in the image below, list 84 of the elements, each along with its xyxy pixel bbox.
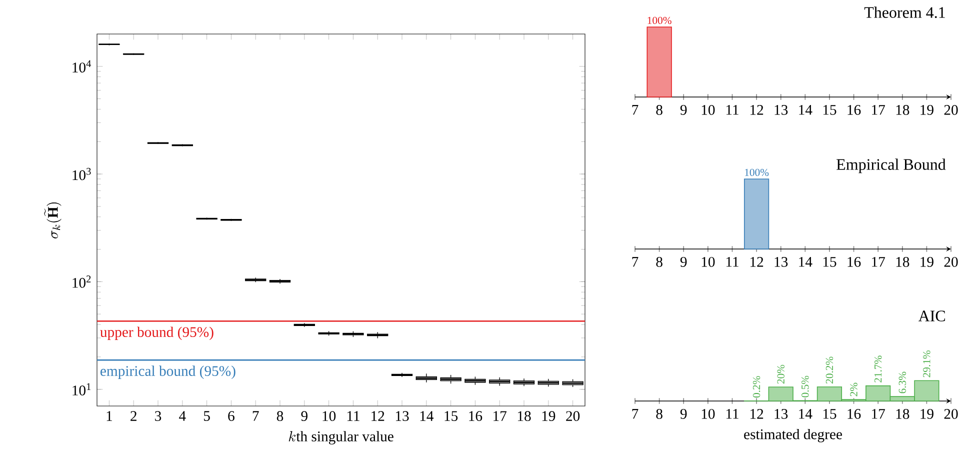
chart-title: Empirical Bound (836, 158, 946, 174)
y-tick-label: 10$^{2}$ (72, 276, 91, 288)
x-tick-label: 14 (420, 411, 434, 421)
x-tick-label: 16 (848, 256, 861, 267)
x-tick-label: 13 (774, 105, 788, 115)
x-tick-label: 9 (680, 408, 687, 419)
x-tick-label: 9 (680, 256, 687, 267)
x-tick-label: 8 (276, 411, 284, 422)
x-tick-label: 7 (632, 408, 638, 419)
x-tick-label: 10 (702, 257, 715, 267)
x-tick-label: 9 (680, 105, 687, 115)
x-tick-label: 9 (301, 411, 308, 421)
x-tick-label: 10 (322, 411, 336, 422)
x-axis-title: estimated degree (744, 428, 842, 442)
x-tick-label: 20 (944, 408, 958, 419)
x-tick-label: 14 (799, 104, 812, 115)
x-tick-label: 8 (656, 408, 662, 419)
x-tick-label: 19 (920, 256, 934, 267)
x-tick-label: 15 (823, 104, 836, 115)
x-tick-label: 12 (750, 105, 764, 115)
x-tick-label: 18 (896, 257, 910, 267)
x-tick-label: 8 (656, 257, 662, 267)
x-tick-label: 19 (920, 105, 934, 115)
x-tick-label: 18 (896, 105, 910, 115)
data-label: 100% (648, 16, 672, 24)
x-tick-label: 20 (944, 257, 958, 267)
data-label: 20% (777, 364, 784, 384)
x-tick-label: 20 (566, 411, 580, 422)
x-tick-label: 16 (848, 408, 861, 419)
x-tick-label: 12 (750, 256, 764, 267)
x-tick-label: 11 (726, 408, 738, 419)
x-tick-label: 6 (228, 411, 234, 421)
x-tick-label: 12 (750, 408, 764, 419)
data-label: 0.5% (802, 376, 809, 398)
x-axis-title: $k\mbox{th singular value}$ (288, 431, 394, 444)
data-label: 2% (850, 382, 858, 396)
y-tick-label: 10$^{3}$ (72, 168, 91, 180)
x-tick-label: 13 (774, 256, 788, 267)
x-tick-label: 19 (542, 411, 556, 421)
x-tick-label: 15 (823, 256, 836, 267)
x-tick-label: 12 (372, 411, 384, 421)
x-tick-label: 14 (799, 408, 812, 419)
ref-line-label: empirical bound (95%) (100, 366, 236, 379)
x-tick-label: 15 (823, 408, 836, 419)
x-tick-label: 19 (920, 408, 934, 419)
data-label: 29.1% (923, 350, 930, 378)
x-tick-label: 5 (204, 411, 210, 421)
y-tick-label: 10$^{1}$ (72, 383, 91, 396)
x-tick-label: 4 (179, 411, 186, 421)
y-tick-label: 10$^{4}$ (72, 60, 92, 72)
x-tick-label: 11 (726, 256, 738, 267)
x-tick-label: 7 (632, 104, 638, 115)
x-tick-label: 18 (518, 411, 531, 422)
x-tick-label: 10 (702, 408, 715, 419)
x-tick-label: 17 (872, 256, 885, 267)
x-tick-label: 16 (848, 105, 861, 115)
x-tick-label: 1 (106, 411, 112, 421)
x-tick-label: 20 (944, 105, 958, 115)
data-label: 20.2% (826, 356, 834, 384)
data-label: 100% (745, 168, 769, 176)
data-label: 21.7% (874, 356, 882, 382)
x-tick-label: 17 (494, 411, 506, 421)
x-tick-label: 8 (656, 105, 662, 115)
x-tick-label: 11 (347, 411, 360, 421)
x-tick-label: 17 (872, 408, 885, 419)
x-tick-label: 7 (252, 411, 259, 421)
y-axis-title: $\sigma_k(\widetilde{\mathbf{H}})$ (44, 202, 62, 238)
x-tick-label: 14 (799, 256, 812, 267)
x-tick-label: 16 (469, 411, 482, 421)
ref-line-label: upper bound (95%) (100, 326, 214, 340)
x-tick-label: 17 (872, 104, 885, 115)
chart-title: AIC (918, 310, 945, 322)
x-tick-label: 10 (702, 105, 715, 115)
x-tick-label: 7 (632, 256, 638, 267)
data-label: 6.3% (898, 372, 906, 394)
x-tick-label: 15 (444, 411, 458, 421)
data-label: 0.2% (752, 376, 760, 398)
x-tick-label: 18 (896, 408, 910, 419)
x-tick-label: 2 (130, 411, 136, 421)
chart-title: Theorem 4.1 (864, 6, 945, 18)
x-tick-label: 11 (726, 104, 738, 115)
x-tick-label: 13 (774, 408, 788, 419)
x-tick-label: 3 (155, 411, 162, 421)
x-tick-label: 13 (396, 411, 409, 421)
